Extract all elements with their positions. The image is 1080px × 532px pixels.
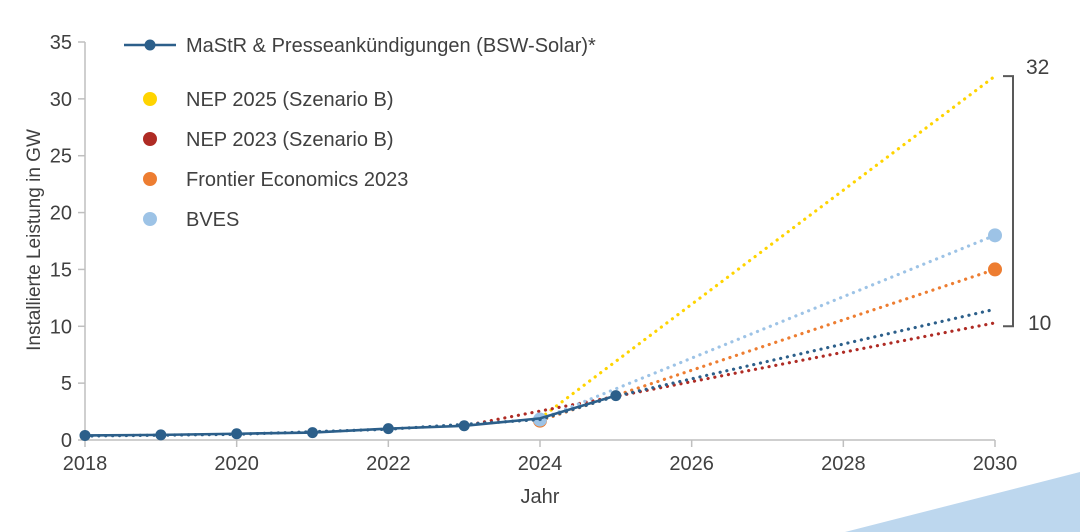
x-axis-title: Jahr <box>520 486 560 508</box>
series-marker <box>458 420 470 432</box>
y-tick-label: 5 <box>61 373 72 395</box>
legend-dot-swatch <box>144 39 156 51</box>
x-tick-label: 2018 <box>63 453 108 475</box>
y-axis-title: Installierte Leistung in GW <box>24 129 45 351</box>
legend-item: NEP 2025 (Szenario B) <box>143 89 394 111</box>
series-marker <box>79 429 91 441</box>
x-tick-label: 2024 <box>518 453 563 475</box>
y-tick-label: 0 <box>61 430 72 452</box>
legend-label: NEP 2025 (Szenario B) <box>186 89 394 111</box>
y-tick-label: 25 <box>50 146 72 168</box>
legend-item: NEP 2023 (Szenario B) <box>143 129 394 151</box>
legend-dot-swatch <box>143 92 157 106</box>
y-tick-label: 15 <box>50 259 72 281</box>
range-bracket <box>1003 75 1014 328</box>
series-marker <box>382 423 394 435</box>
legend-dot-swatch <box>143 212 157 226</box>
series-line <box>538 267 997 423</box>
series-line <box>538 233 997 422</box>
legend-item: MaStR & Presseankündigungen (BSW-Solar)* <box>124 35 596 57</box>
y-tick-label: 30 <box>50 89 72 111</box>
series-line <box>84 394 617 437</box>
series-line <box>462 321 997 428</box>
series-marker <box>988 262 1002 277</box>
y-tick-label: 35 <box>50 32 72 54</box>
x-tick-label: 2028 <box>821 453 866 475</box>
series-marker <box>610 390 622 402</box>
x-tick-label: 2022 <box>366 453 411 475</box>
legend-item: Frontier Economics 2023 <box>143 169 408 191</box>
bracket-top-label: 32 <box>1026 56 1050 79</box>
legend-item: BVES <box>143 209 239 231</box>
bracket-bottom-label: 10 <box>1028 312 1052 335</box>
legend-label: Frontier Economics 2023 <box>186 169 408 191</box>
series-marker <box>988 228 1002 243</box>
legend-label: NEP 2023 (Szenario B) <box>186 129 394 151</box>
x-tick-label: 2030 <box>973 453 1018 475</box>
series-marker <box>155 429 167 441</box>
series-marker <box>231 428 243 440</box>
series-marker <box>307 427 318 439</box>
x-tick-label: 2020 <box>214 453 259 475</box>
legend-dot-swatch <box>143 132 157 146</box>
y-tick-label: 10 <box>50 316 72 338</box>
y-tick-label: 20 <box>50 203 72 225</box>
x-tick-label: 2026 <box>669 453 714 475</box>
legend-label: BVES <box>186 209 239 231</box>
legend-label: MaStR & Presseankündigungen (BSW-Solar)* <box>186 35 596 57</box>
legend-dot-swatch <box>143 172 157 186</box>
